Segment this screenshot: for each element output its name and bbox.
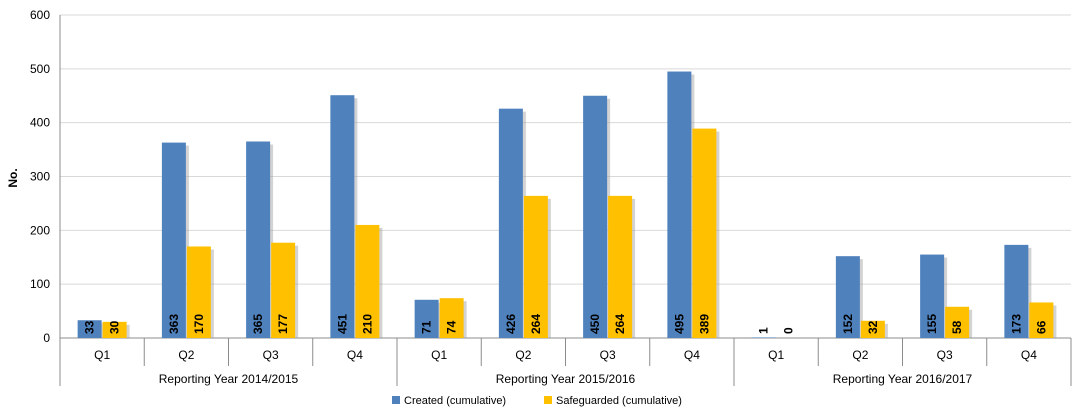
data-label: 210 [360,314,374,334]
data-labels: 33 363 365 451 71 426 450 495 1 152 155 173 30 170 177… [83,314,1049,334]
grid-lines [60,14,1071,285]
data-label: 1 [757,327,771,334]
bar-safeguarded [945,306,970,338]
data-label: 0 [782,327,796,334]
data-label: 264 [529,314,543,334]
data-label: 495 [672,314,686,334]
data-label: 30 [108,320,122,334]
bar-created [498,108,523,338]
x-category-label: Q3 [600,348,616,362]
data-label: 365 [251,314,265,334]
data-label: 155 [925,314,939,334]
data-label: 152 [841,314,855,334]
y-axis-label: No. [6,168,20,187]
bar-safeguarded [102,321,127,338]
data-label: 450 [588,314,602,334]
x-category-label: Q2 [852,348,868,362]
data-label: 170 [192,314,206,334]
bars [77,71,1057,339]
bar-safeguarded [860,320,885,338]
legend-label: Safeguarded (cumulative) [556,395,682,407]
data-label: 71 [420,320,434,334]
bar-safeguarded [271,242,296,338]
legend: Created (cumulative) Safeguarded (cumulat… [392,395,682,407]
bar-safeguarded [608,195,633,338]
y-tick-label: 300 [30,170,50,184]
data-label: 264 [613,314,627,334]
data-label: 66 [1034,320,1048,334]
x-category-label: Q2 [178,348,194,362]
bar-created [77,320,102,338]
x-category-label: Q1 [94,348,110,362]
data-label: 426 [504,314,518,334]
data-label: 451 [335,314,349,334]
y-tick-label: 0 [43,331,50,345]
data-label: 58 [950,320,964,334]
y-tick-label: 200 [30,223,50,237]
x-category-label: Q1 [768,348,784,362]
bar-safeguarded [355,224,380,338]
bar-created [1004,244,1029,338]
y-tick-label: 400 [30,116,50,130]
bar-created [414,299,439,338]
bar-safeguarded [1029,302,1054,338]
x-category-label: Q2 [515,348,531,362]
bar-created [246,141,271,338]
bar-created [920,254,945,338]
data-label: 32 [866,320,880,334]
bar-safeguarded [186,246,211,338]
bar-created [583,95,608,338]
data-label: 389 [697,314,711,334]
x-category-label: Q4 [347,348,363,362]
y-tick-label: 100 [30,277,50,291]
group-label: Reporting Year 2014/2015 [159,372,299,386]
bar-created [330,95,355,338]
y-tick-label: 500 [30,62,50,76]
x-category-label: Q3 [263,348,279,362]
data-label: 173 [1009,314,1023,334]
legend-label: Created (cumulative) [404,395,506,407]
data-label: 177 [276,314,290,334]
y-tick-label: 600 [30,8,50,22]
bar-safeguarded [523,195,548,338]
bar-created [835,256,860,338]
legend-swatch [544,396,552,404]
x-category-label: Q1 [431,348,447,362]
bar-safeguarded [692,128,717,338]
bar-created [751,337,776,338]
x-category-label: Q3 [937,348,953,362]
group-label: Reporting Year 2016/2017 [833,372,973,386]
bar-created [667,71,692,339]
bar-safeguarded [439,298,464,338]
x-category-label: Q4 [1021,348,1037,362]
bar-created [161,142,186,338]
group-label: Reporting Year 2015/2016 [496,372,636,386]
x-category-label: Q4 [684,348,700,362]
data-label: 363 [167,314,181,334]
data-label: 33 [83,320,97,334]
legend-swatch [392,396,400,404]
data-label: 74 [445,320,459,334]
